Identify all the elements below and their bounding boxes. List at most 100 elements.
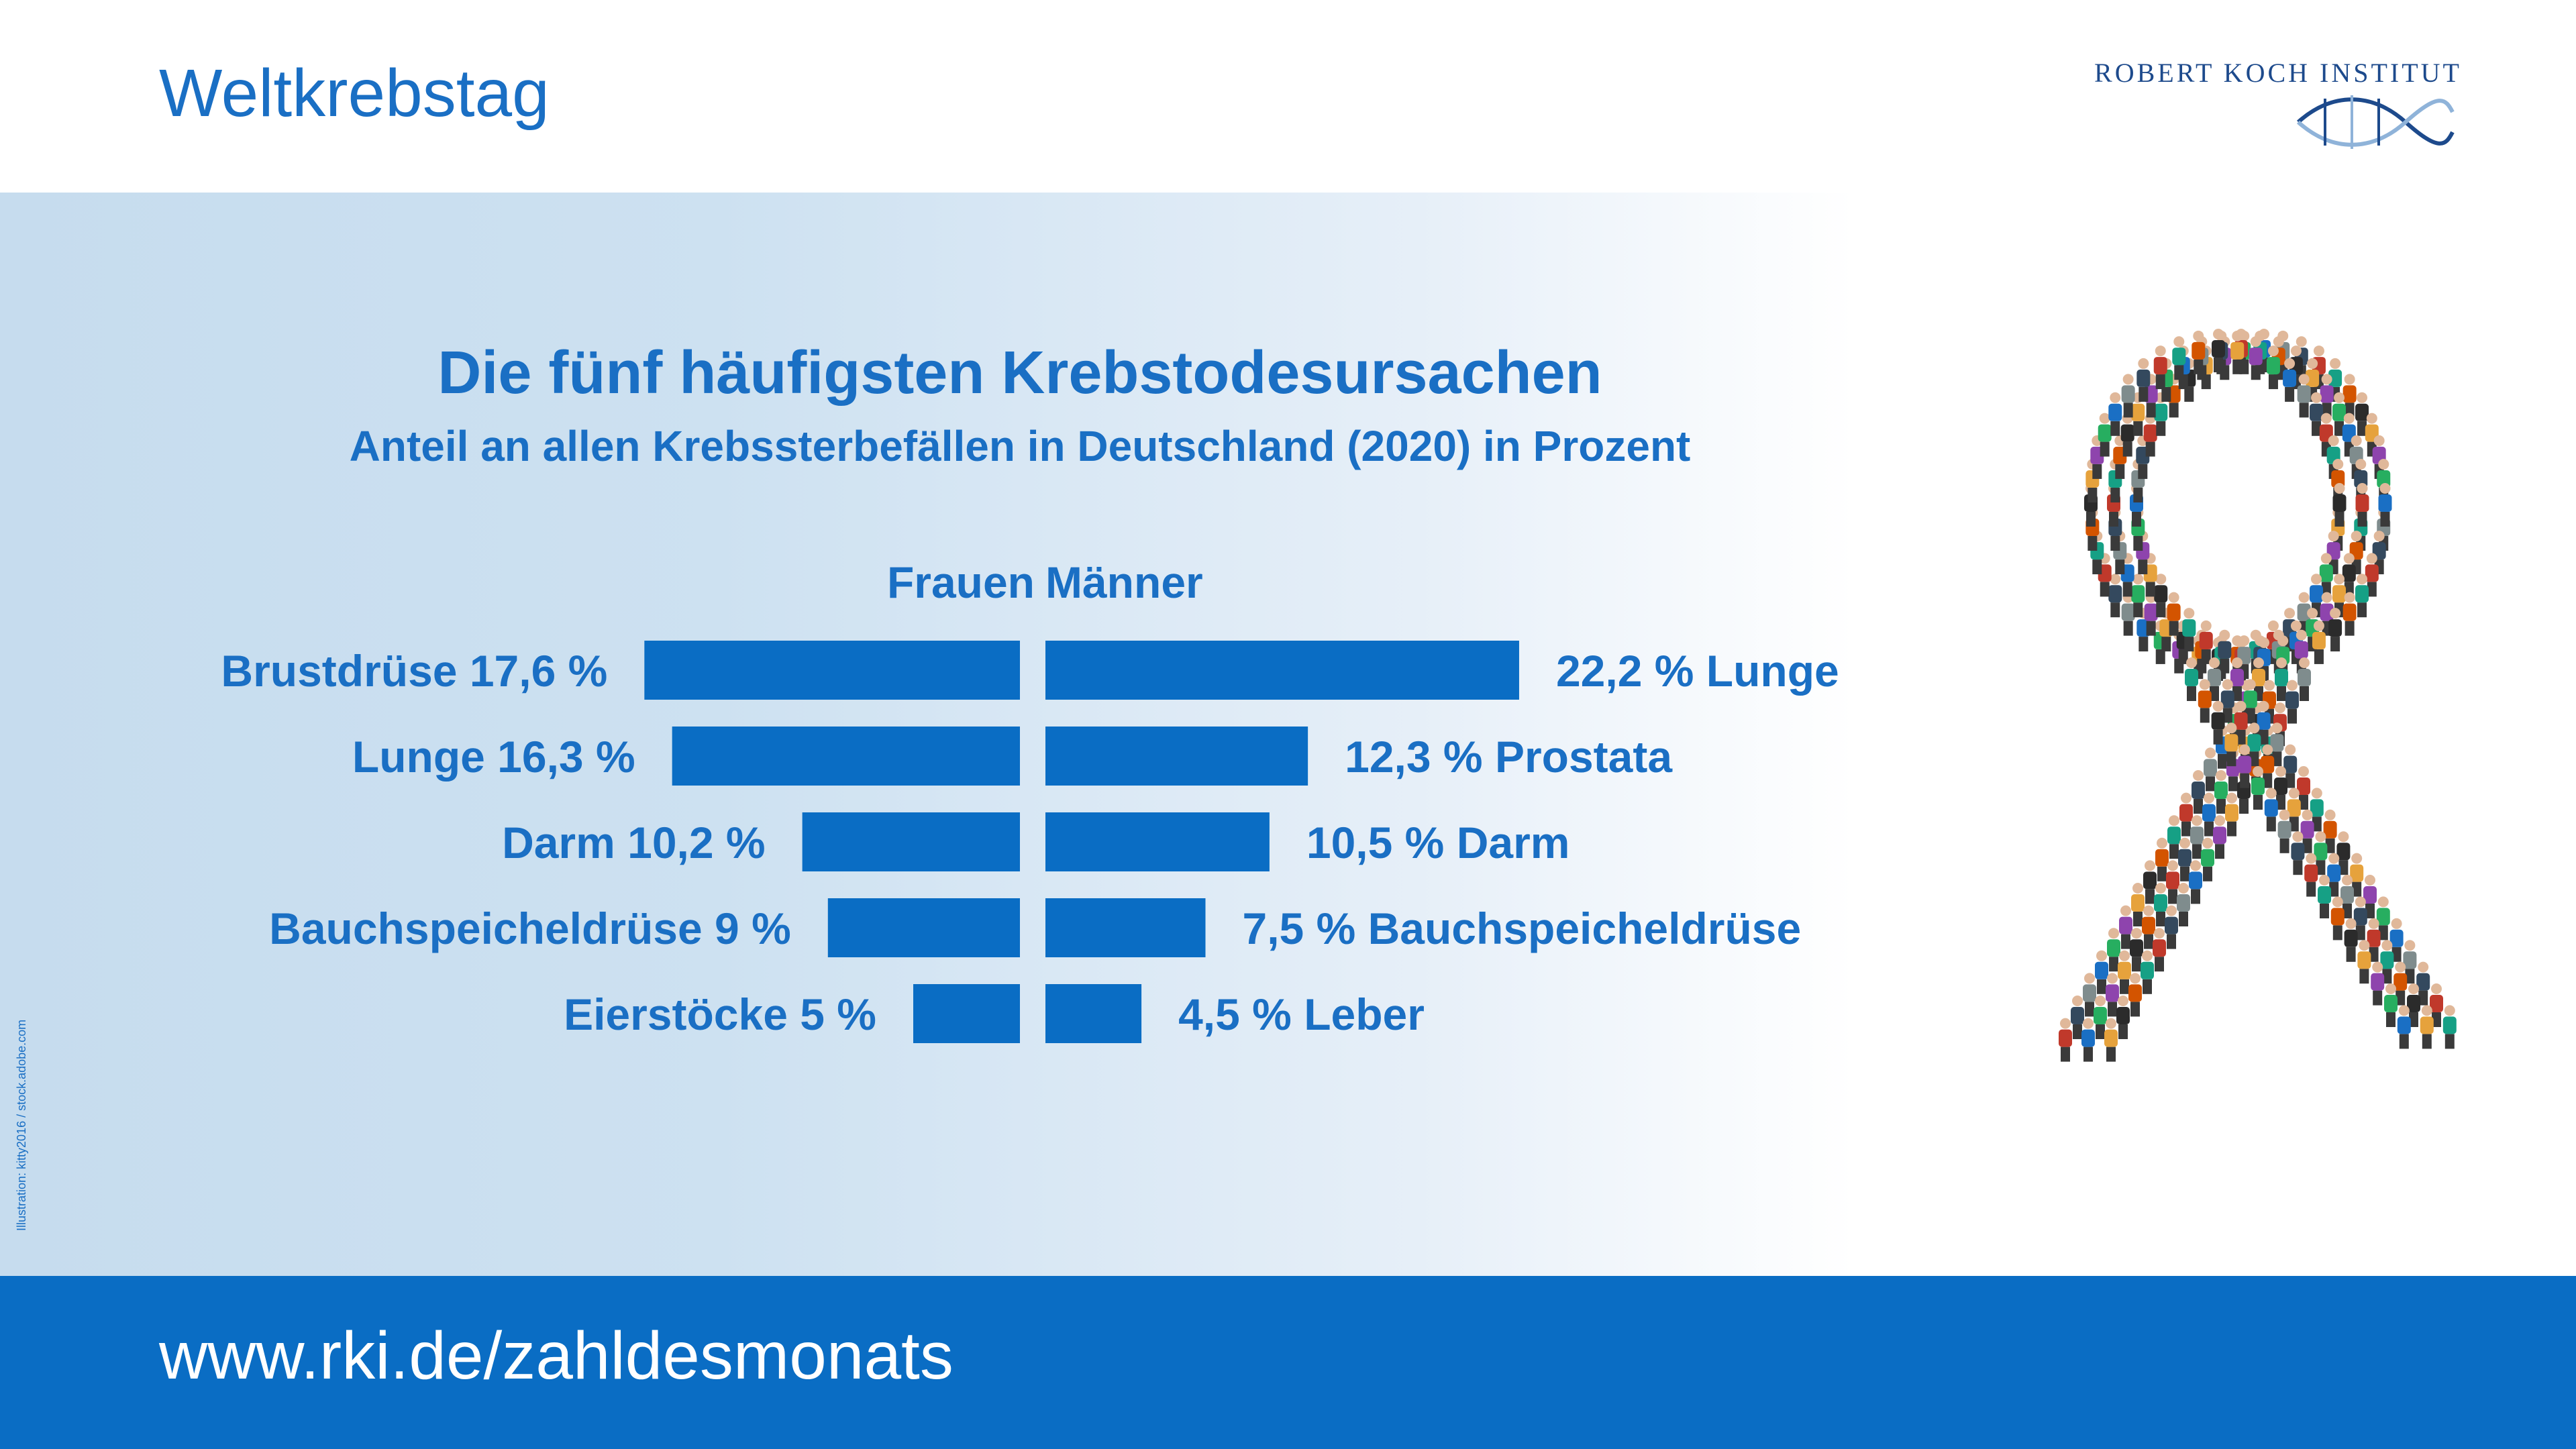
person-figure-icon	[2154, 574, 2168, 618]
person-figure-icon	[2384, 983, 2398, 1027]
person-figure-icon	[2154, 883, 2167, 926]
person-figure-icon	[2257, 700, 2271, 745]
person-figure-icon	[2153, 345, 2167, 390]
chart-title: Die fünf häufigsten Krebstodesursachen	[437, 339, 1602, 407]
person-figure-icon	[2128, 973, 2142, 1017]
person-figure-icon	[2393, 961, 2408, 1006]
person-figure-icon	[2182, 608, 2196, 652]
person-figure-icon	[2108, 392, 2122, 436]
person-figure-icon	[2185, 657, 2198, 701]
person-figure-icon	[2094, 996, 2107, 1039]
person-figure-icon	[2212, 329, 2225, 372]
person-figure-icon	[2430, 983, 2443, 1027]
person-figure-icon	[2121, 374, 2135, 418]
person-figure-icon	[2172, 336, 2186, 380]
person-figure-icon	[2355, 483, 2369, 527]
person-figure-icon	[2363, 875, 2377, 918]
person-figure-icon	[2277, 809, 2291, 853]
person-figure-icon	[2130, 928, 2143, 972]
person-figure-icon	[2327, 853, 2341, 897]
person-figure-icon	[2234, 700, 2248, 745]
person-figure-icon	[2166, 860, 2179, 904]
person-figure-icon	[2310, 574, 2324, 618]
bar-label-male-2: 12,3 % Prostata	[1345, 732, 1673, 782]
person-figure-icon	[2353, 896, 2367, 941]
person-figure-icon	[2297, 374, 2311, 418]
person-figure-icon	[2224, 722, 2238, 767]
person-figure-icon	[2389, 918, 2404, 962]
bar-label-female-4: Bauchspeicheldrüse 9 %	[269, 904, 791, 953]
person-figure-icon	[2332, 392, 2347, 436]
person-figure-icon	[2266, 345, 2280, 390]
person-figure-icon	[2165, 905, 2178, 949]
person-figure-icon	[2380, 940, 2394, 984]
person-figure-icon	[2167, 592, 2181, 636]
person-figure-icon	[2167, 815, 2181, 859]
person-figure-icon	[2116, 996, 2130, 1039]
person-figure-icon	[2376, 896, 2390, 941]
person-figure-icon	[2238, 744, 2252, 788]
person-figure-icon	[2357, 940, 2371, 984]
person-figure-icon	[2131, 574, 2145, 618]
column-label-female: Frauen	[886, 557, 1035, 607]
person-figure-icon	[2179, 792, 2193, 837]
person-figure-icon	[2120, 413, 2134, 457]
person-figure-icon	[2118, 950, 2131, 994]
person-figure-icon	[2220, 679, 2234, 723]
bar-female-4	[827, 898, 1020, 957]
person-figure-icon	[2407, 983, 2420, 1027]
person-figure-icon	[2319, 553, 2333, 597]
person-figure-icon	[2106, 973, 2119, 1017]
awareness-ribbon-illustration	[2059, 329, 2457, 1062]
bar-male-2	[1045, 727, 1308, 786]
bar-female-3	[802, 812, 1020, 871]
person-figure-icon	[2141, 950, 2154, 994]
person-figure-icon	[2198, 679, 2212, 723]
person-figure-icon	[2420, 1005, 2434, 1049]
person-figure-icon	[2283, 358, 2297, 402]
person-figure-icon	[2192, 330, 2206, 374]
bar-male-4	[1045, 898, 1206, 957]
logo-text: ROBERT KOCH INSTITUT	[2094, 58, 2462, 88]
person-figure-icon	[2355, 392, 2369, 436]
person-figure-icon	[2098, 413, 2112, 457]
person-figure-icon	[2371, 961, 2385, 1006]
person-figure-icon	[2300, 809, 2314, 853]
chart-subtitle: Anteil an allen Krebssterbefällen in Deu…	[349, 422, 1691, 470]
person-figure-icon	[2312, 620, 2326, 664]
person-figure-icon	[2342, 592, 2357, 636]
person-figure-icon	[2095, 950, 2108, 994]
person-figure-icon	[2323, 809, 2337, 853]
person-figure-icon	[2213, 815, 2226, 859]
person-figure-icon	[2355, 574, 2369, 618]
person-figure-icon	[2211, 700, 2225, 745]
person-figure-icon	[2275, 657, 2288, 701]
logo-dna-icon	[2296, 95, 2455, 149]
person-figure-icon	[2318, 875, 2331, 918]
person-figure-icon	[2142, 905, 2155, 949]
person-figure-icon	[2270, 722, 2284, 767]
person-figure-icon	[2397, 1005, 2411, 1049]
person-figure-icon	[2314, 831, 2328, 875]
person-figure-icon	[2328, 608, 2342, 652]
person-figure-icon	[2310, 392, 2324, 436]
person-figure-icon	[2230, 657, 2244, 701]
person-figure-icon	[2153, 928, 2166, 972]
person-figure-icon	[2367, 918, 2381, 962]
person-figure-icon	[2287, 788, 2301, 832]
person-figure-icon	[2230, 330, 2245, 374]
person-figure-icon	[2131, 883, 2145, 926]
header: Weltkrebstag ROBERT KOCH INSTITUT	[0, 0, 2576, 193]
footer-url: www.rki.de/zahldesmonats	[159, 1318, 954, 1393]
bar-male-5	[1045, 984, 1142, 1043]
column-label-male: Männer	[1045, 557, 1203, 607]
person-figure-icon	[2218, 629, 2232, 674]
person-figure-icon	[2104, 1018, 2118, 1062]
person-figure-icon	[2225, 792, 2238, 837]
person-figure-icon	[2083, 973, 2096, 1017]
person-figure-icon	[2340, 875, 2354, 918]
bar-female-5	[913, 984, 1020, 1043]
person-figure-icon	[2251, 766, 2265, 810]
person-figure-icon	[2249, 336, 2263, 380]
